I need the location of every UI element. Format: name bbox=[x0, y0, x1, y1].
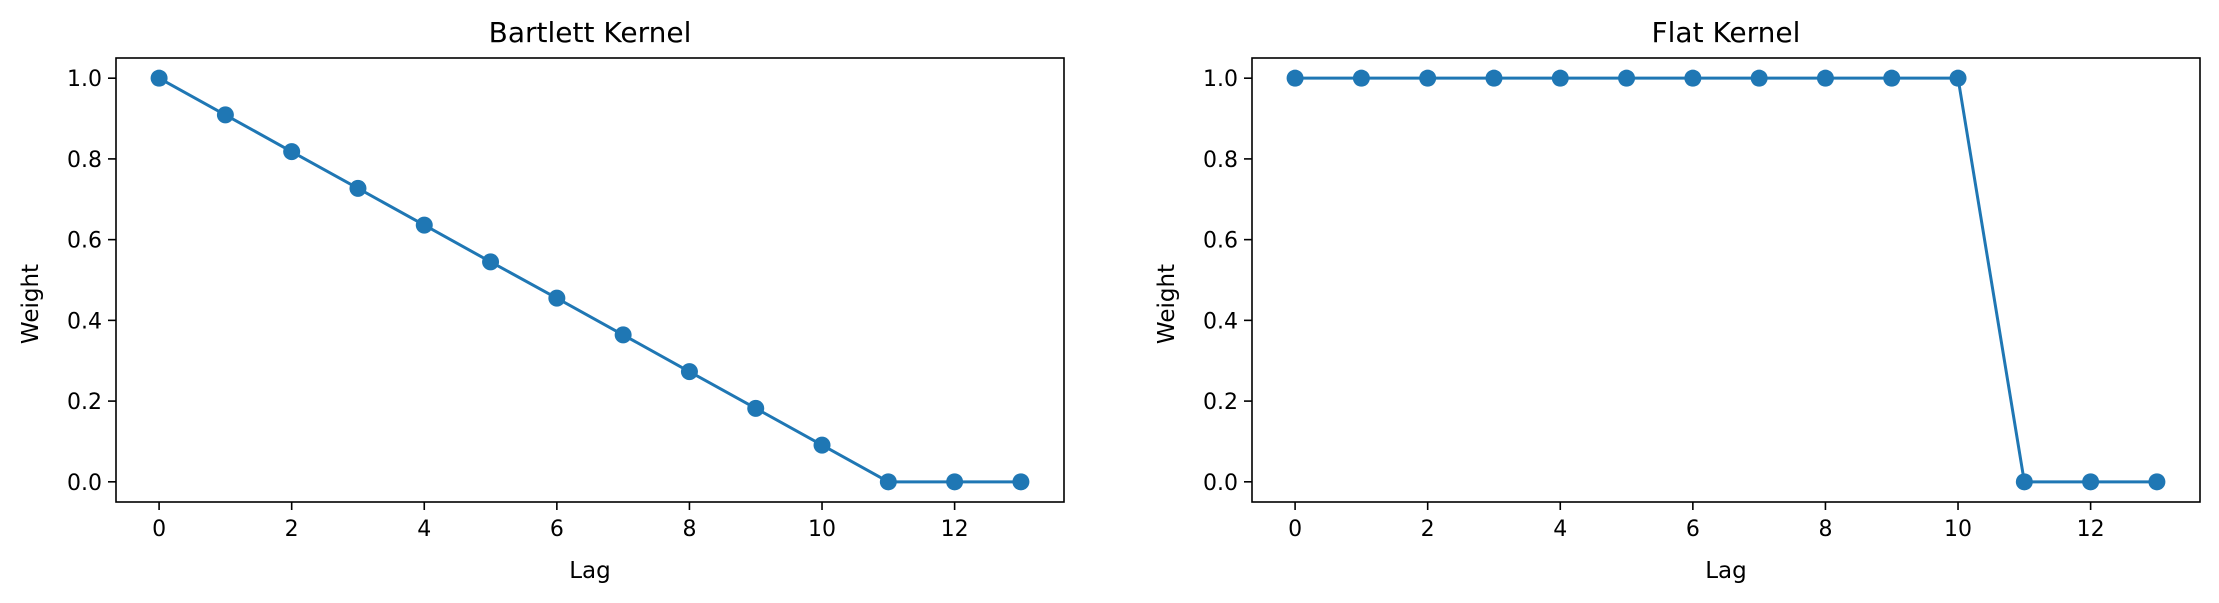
x-tick-label: 4 bbox=[1553, 517, 1567, 542]
x-tick-label: 4 bbox=[417, 517, 431, 542]
y-tick-label: 0.8 bbox=[1203, 148, 1238, 173]
flat-kernel-panel: Flat Kernel Lag Weight 0 2 4 6 8 10 12 0.0 0.2 0.… bbox=[1154, 16, 2201, 584]
data-point bbox=[680, 363, 698, 381]
bartlett-kernel-panel: Bartlett Kernel Lag Weight 0 2 4 6 8 10 120.00… bbox=[18, 16, 1065, 584]
series-line bbox=[1295, 76, 2157, 484]
series-line bbox=[158, 76, 1021, 484]
x-tick-label: 0 bbox=[1288, 517, 1302, 542]
plot-area: 0 2 4 6 8 10 12 0.0 0.2 0.4 0.6 0.8 1.0 bbox=[67, 57, 1065, 542]
x-axis-label: Lag bbox=[569, 558, 611, 584]
y-tick-label: 0.6 bbox=[67, 229, 102, 254]
chart-title: Flat Kernel bbox=[1652, 16, 1801, 49]
x-axis-label: Lag bbox=[1705, 558, 1747, 584]
data-point bbox=[1352, 69, 1370, 87]
x-tick-label: 6 bbox=[550, 517, 564, 542]
data-point bbox=[946, 473, 964, 491]
y-tick-label: 1.0 bbox=[67, 67, 102, 92]
data-point bbox=[1286, 69, 1304, 87]
data-point bbox=[1949, 69, 1967, 87]
data-point bbox=[548, 289, 566, 307]
x-tick-label: 12 bbox=[2077, 517, 2105, 542]
data-point bbox=[1551, 69, 1569, 87]
data-point bbox=[747, 399, 765, 417]
axes-frame bbox=[115, 57, 1065, 503]
x-tick-label: 8 bbox=[682, 517, 696, 542]
y-tick-label: 1.0 bbox=[1203, 67, 1238, 92]
data-point bbox=[2082, 473, 2100, 491]
y-axis-label: Weight bbox=[18, 264, 44, 344]
x-tick-label: 2 bbox=[1421, 517, 1435, 542]
x-tick-label: 6 bbox=[1686, 517, 1700, 542]
data-point bbox=[2148, 473, 2166, 491]
data-point bbox=[1485, 69, 1503, 87]
x-tick-label: 10 bbox=[808, 517, 836, 542]
y-tick-label: 0.2 bbox=[1203, 390, 1238, 415]
y-tick-label: 0.4 bbox=[1203, 309, 1238, 334]
y-tick-label: 0.0 bbox=[67, 471, 102, 496]
data-point bbox=[283, 143, 301, 161]
y-tick-label: 0.0 bbox=[1203, 471, 1238, 496]
data-point bbox=[1419, 69, 1437, 87]
axes-frame bbox=[1251, 57, 2201, 503]
data-point bbox=[1883, 69, 1901, 87]
y-tick-label: 0.6 bbox=[1203, 229, 1238, 254]
data-point bbox=[415, 216, 433, 234]
data-point bbox=[1618, 69, 1636, 87]
data-point bbox=[1684, 69, 1702, 87]
data-point bbox=[1816, 69, 1834, 87]
chart-title: Bartlett Kernel bbox=[489, 16, 692, 49]
x-tick-label: 8 bbox=[1818, 517, 1832, 542]
data-point bbox=[2015, 473, 2033, 491]
data-point bbox=[349, 179, 367, 197]
data-point bbox=[150, 69, 168, 87]
x-tick-label: 10 bbox=[1944, 517, 1972, 542]
data-point bbox=[614, 326, 632, 344]
data-point bbox=[813, 436, 831, 454]
x-tick-label: 2 bbox=[285, 517, 299, 542]
data-point bbox=[216, 106, 234, 124]
data-point bbox=[879, 473, 897, 491]
data-point bbox=[1012, 473, 1030, 491]
x-tick-label: 12 bbox=[941, 517, 969, 542]
plot-area: 0 2 4 6 8 10 12 0.0 0.2 0.4 0.6 0.8 1.0 bbox=[1203, 57, 2201, 542]
data-point bbox=[482, 253, 500, 271]
y-tick-label: 0.4 bbox=[67, 309, 102, 334]
y-tick-label: 0.8 bbox=[67, 148, 102, 173]
data-point bbox=[1750, 69, 1768, 87]
y-axis-label: Weight bbox=[1154, 264, 1180, 344]
x-tick-label: 0 bbox=[152, 517, 166, 542]
y-tick-label: 0.2 bbox=[67, 390, 102, 415]
